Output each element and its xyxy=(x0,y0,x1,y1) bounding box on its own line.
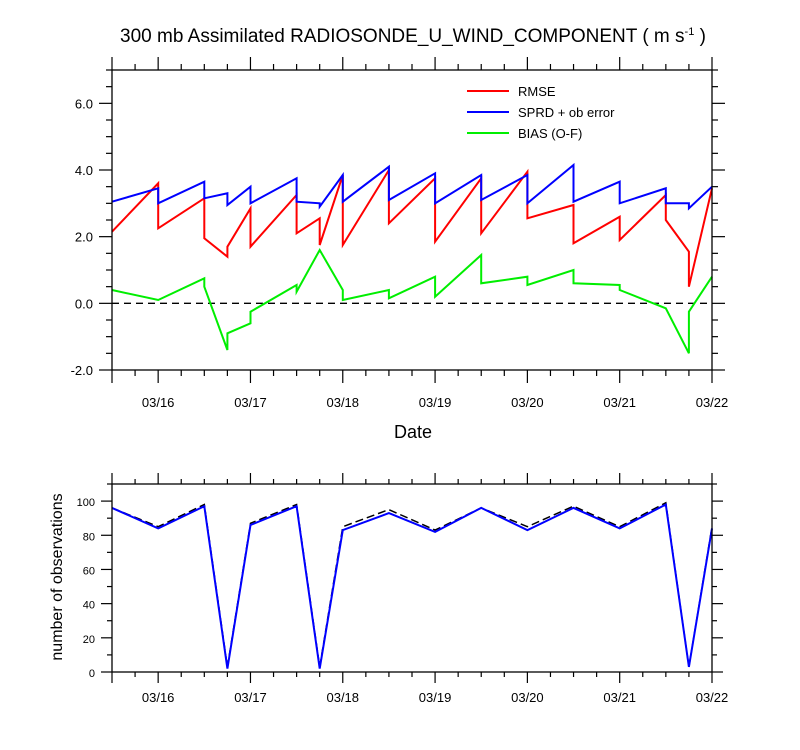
plot-frame xyxy=(111,483,713,673)
x-tick-label: 03/16 xyxy=(142,395,175,410)
y-tick-label: 100 xyxy=(77,497,95,509)
y-axis-title-observations: number of observations xyxy=(49,493,66,660)
y-tick-label: 20 xyxy=(83,634,95,646)
series-line-sprd-ob-error xyxy=(111,162,713,211)
y-tick-label: -2.0 xyxy=(71,363,93,378)
x-tick-label: 03/22 xyxy=(696,690,729,705)
y-tick-label: 6.0 xyxy=(75,96,93,111)
y-tick-label: 2.0 xyxy=(75,230,93,245)
chart-title: 300 mb Assimilated RADIOSONDE_U_WIND_COM… xyxy=(120,26,706,47)
y-tick-label: 0 xyxy=(89,668,95,680)
legend: RMSE SPRD + ob error BIAS (O-F) xyxy=(467,84,615,141)
observation-count-panel: 03/16 03/17 03/18 03/19 03/20 03/21 03/22 0 20 40… xyxy=(77,473,729,705)
series-line-bias-o-f xyxy=(111,247,713,354)
x-tick-label: 03/19 xyxy=(419,395,452,410)
rmse-spread-bias-panel: 03/16 03/17 03/18 03/19 03/20 03/21 03/22 -2.0 0… xyxy=(71,57,729,410)
x-tick-label: 03/17 xyxy=(234,690,267,705)
legend-label: RMSE xyxy=(518,84,556,99)
series-line-observations-assimilated xyxy=(111,502,713,669)
y-tick-label: 4.0 xyxy=(75,163,93,178)
y-tick-label: 80 xyxy=(83,531,95,543)
x-tick-label: 03/17 xyxy=(234,395,267,410)
bottom-panel-axes: 03/16 03/17 03/18 03/19 03/20 03/21 03/22 0 20 40… xyxy=(77,473,729,705)
legend-label: BIAS (O-F) xyxy=(518,126,582,141)
x-tick-label: 03/21 xyxy=(603,395,636,410)
x-tick-label: 03/20 xyxy=(511,395,544,410)
y-tick-label: 40 xyxy=(83,600,95,612)
y-tick-label: 60 xyxy=(83,565,95,577)
x-tick-label: 03/18 xyxy=(326,690,359,705)
x-tick-label: 03/16 xyxy=(142,690,175,705)
top-panel-series xyxy=(111,162,713,354)
x-axis-title: Date xyxy=(394,422,432,442)
x-tick-label: 03/22 xyxy=(696,395,729,410)
plot-frame xyxy=(111,69,713,371)
x-tick-label: 03/21 xyxy=(603,690,636,705)
top-panel-axes: 03/16 03/17 03/18 03/19 03/20 03/21 03/22 -2.0 0… xyxy=(71,57,729,410)
y-tick-label: 0.0 xyxy=(75,296,93,311)
bottom-panel-series xyxy=(111,501,713,669)
legend-label: SPRD + ob error xyxy=(518,105,615,120)
x-tick-label: 03/18 xyxy=(326,395,359,410)
x-tick-label: 03/19 xyxy=(419,690,452,705)
x-tick-label: 03/20 xyxy=(511,690,544,705)
